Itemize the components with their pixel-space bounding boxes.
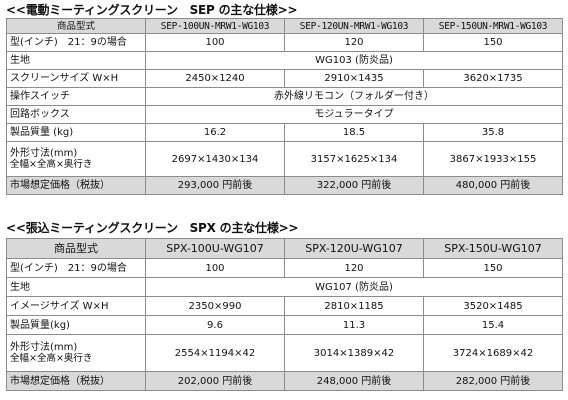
sep-model-150: SEP-150UN-MRW1-WG103: [423, 18, 563, 34]
spx-fabric-value: WG107 (防炎品): [145, 277, 563, 297]
spx-row-model: 商品型式 SPX-100U-WG107 SPX-120U-WG107 SPX-1…: [6, 238, 563, 259]
spx-price-label: 市場想定価格（税抜）: [6, 371, 146, 391]
spx-dimensions-label: 外形寸法(mm): [10, 342, 78, 353]
spx-fabric-label: 生地: [6, 277, 146, 297]
sep-row-dimensions: 外形寸法(mm) 全幅×全高×奥行き 2697×1430×134 3157×16…: [6, 141, 563, 177]
sep-inch-label: 型(インチ) 21：9の場合: [6, 33, 146, 52]
spx-weight-label: 製品質量(kg): [6, 315, 146, 335]
spx-model-label: 商品型式: [6, 238, 146, 259]
sep-row-model: 商品型式 SEP-100UN-MRW1-WG103 SEP-120UN-MRW1…: [6, 18, 563, 34]
spx-weight-150: 15.4: [423, 315, 563, 335]
sep-fabric-value: WG103 (防炎品): [145, 51, 563, 70]
spx-inch-120: 120: [284, 258, 424, 278]
sep-screen-size-label: スクリーンサイズ W×H: [6, 69, 146, 88]
sep-inch-120: 120: [284, 33, 424, 52]
spx-row-dimensions: 外形寸法(mm) 全幅×全高×奥行き 2554×1194×42 3014×138…: [6, 334, 563, 372]
spx-image-size-150: 3520×1485: [423, 296, 563, 316]
spx-image-size-label: イメージサイズ W×H: [6, 296, 146, 316]
sep-row-price: 市場想定価格（税抜） 293,000 円前後 322,000 円前後 480,0…: [6, 176, 563, 195]
spx-row-price: 市場想定価格（税抜） 202,000 円前後 248,000 円前後 282,0…: [6, 371, 563, 391]
sep-weight-label: 製品質量 (kg): [6, 123, 146, 142]
sep-dimensions-120: 3157×1625×134: [284, 141, 424, 177]
sep-weight-120: 18.5: [284, 123, 424, 142]
sep-row-weight: 製品質量 (kg) 16.2 18.5 35.8: [6, 123, 563, 142]
sep-price-label: 市場想定価格（税抜）: [6, 176, 146, 195]
spx-price-150: 282,000 円前後: [423, 371, 563, 391]
sep-dimensions-label-cell: 外形寸法(mm) 全幅×全高×奥行き: [6, 141, 146, 177]
sep-screen-size-150: 3620×1735: [423, 69, 563, 88]
spx-dimensions-150: 3724×1689×42: [423, 334, 563, 372]
sep-row-fabric: 生地 WG103 (防炎品): [6, 51, 563, 70]
spx-spec-table: 商品型式 SPX-100U-WG107 SPX-120U-WG107 SPX-1…: [6, 238, 563, 391]
spx-inch-label: 型(インチ) 21：9の場合: [6, 258, 146, 278]
sep-spec-table: 商品型式 SEP-100UN-MRW1-WG103 SEP-120UN-MRW1…: [6, 18, 563, 195]
spx-dimensions-label-cell: 外形寸法(mm) 全幅×全高×奥行き: [6, 334, 146, 372]
spx-section-title: <<張込ミーティングスクリーン SPX の主な仕様>>: [6, 221, 299, 235]
sep-screen-size-120: 2910×1435: [284, 69, 424, 88]
spx-price-100: 202,000 円前後: [145, 371, 285, 391]
sep-fabric-label: 生地: [6, 51, 146, 70]
spx-row-weight: 製品質量(kg) 9.6 11.3 15.4: [6, 315, 563, 335]
spx-model-120: SPX-120U-WG107: [284, 238, 424, 259]
sep-inch-100: 100: [145, 33, 285, 52]
sep-row-inch: 型(インチ) 21：9の場合 100 120 150: [6, 33, 563, 52]
spx-weight-120: 11.3: [284, 315, 424, 335]
spx-inch-100: 100: [145, 258, 285, 278]
spx-row-image-size: イメージサイズ W×H 2350×990 2810×1185 3520×1485: [6, 296, 563, 316]
sep-circuit-box-label: 回路ボックス: [6, 105, 146, 124]
spx-dimensions-120: 3014×1389×42: [284, 334, 424, 372]
spx-model-100: SPX-100U-WG107: [145, 238, 285, 259]
sep-model-120: SEP-120UN-MRW1-WG103: [284, 18, 424, 34]
sep-dimensions-100: 2697×1430×134: [145, 141, 285, 177]
sep-weight-150: 35.8: [423, 123, 563, 142]
spx-row-inch: 型(インチ) 21：9の場合 100 120 150: [6, 258, 563, 278]
sep-model-label: 商品型式: [6, 18, 146, 34]
sep-row-screen-size: スクリーンサイズ W×H 2450×1240 2910×1435 3620×17…: [6, 69, 563, 88]
spx-weight-100: 9.6: [145, 315, 285, 335]
sep-screen-size-100: 2450×1240: [145, 69, 285, 88]
sep-circuit-box-value: モジュラータイプ: [145, 105, 563, 124]
sep-row-switch: 操作スイッチ 赤外線リモコン（フォルダー付き）: [6, 87, 563, 106]
spx-dimensions-100: 2554×1194×42: [145, 334, 285, 372]
sep-section-title: <<電動ミーティングスクリーン SEP の主な仕様>>: [6, 3, 298, 17]
sep-price-120: 322,000 円前後: [284, 176, 424, 195]
sep-price-100: 293,000 円前後: [145, 176, 285, 195]
sep-row-circuit-box: 回路ボックス モジュラータイプ: [6, 105, 563, 124]
sep-dimensions-150: 3867×1933×155: [423, 141, 563, 177]
spx-model-150: SPX-150U-WG107: [423, 238, 563, 259]
sep-model-100: SEP-100UN-MRW1-WG103: [145, 18, 285, 34]
sep-dimensions-sublabel: 全幅×全高×奥行き: [10, 159, 93, 170]
sep-switch-label: 操作スイッチ: [6, 87, 146, 106]
spx-row-fabric: 生地 WG107 (防炎品): [6, 277, 563, 297]
spx-image-size-120: 2810×1185: [284, 296, 424, 316]
sep-inch-150: 150: [423, 33, 563, 52]
sep-switch-value: 赤外線リモコン（フォルダー付き）: [145, 87, 563, 106]
spx-dimensions-sublabel: 全幅×全高×奥行き: [10, 353, 93, 364]
spx-image-size-100: 2350×990: [145, 296, 285, 316]
spx-inch-150: 150: [423, 258, 563, 278]
sep-dimensions-label: 外形寸法(mm): [10, 148, 78, 159]
spx-price-120: 248,000 円前後: [284, 371, 424, 391]
sep-price-150: 480,000 円前後: [423, 176, 563, 195]
sep-weight-100: 16.2: [145, 123, 285, 142]
